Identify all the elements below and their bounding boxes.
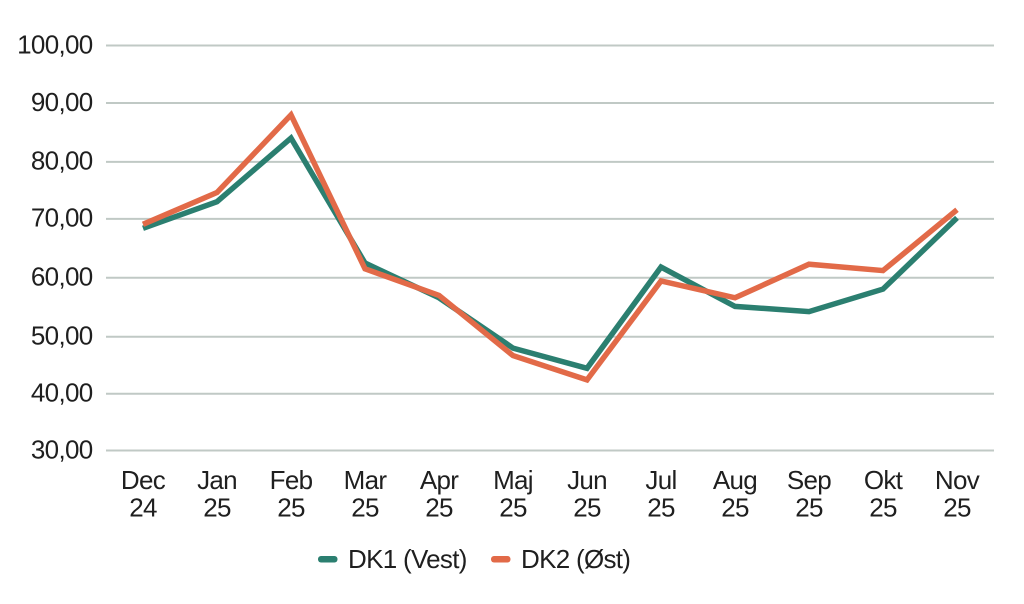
svg-text:70,00: 70,00 xyxy=(31,203,93,233)
svg-text:25: 25 xyxy=(351,493,379,523)
svg-text:24: 24 xyxy=(129,493,157,523)
svg-text:Dec: Dec xyxy=(121,465,166,495)
svg-text:30,00: 30,00 xyxy=(31,434,93,464)
svg-text:Jul: Jul xyxy=(645,465,676,495)
svg-text:Jan: Jan xyxy=(197,465,237,495)
svg-text:Sep: Sep xyxy=(787,465,831,495)
svg-text:DK2 (Øst): DK2 (Øst) xyxy=(521,544,630,574)
svg-text:80,00: 80,00 xyxy=(31,146,93,176)
svg-text:Maj: Maj xyxy=(493,465,533,495)
svg-text:DK1 (Vest): DK1 (Vest) xyxy=(348,544,467,574)
svg-text:Feb: Feb xyxy=(270,465,313,495)
svg-text:Okt: Okt xyxy=(864,465,904,495)
svg-text:50,00: 50,00 xyxy=(31,321,93,351)
svg-text:Nov: Nov xyxy=(935,465,980,495)
svg-text:25: 25 xyxy=(647,493,675,523)
svg-text:Jun: Jun xyxy=(567,465,607,495)
svg-text:25: 25 xyxy=(795,493,823,523)
svg-text:100,00: 100,00 xyxy=(17,29,93,59)
svg-text:60,00: 60,00 xyxy=(31,262,93,292)
svg-text:25: 25 xyxy=(721,493,749,523)
svg-text:25: 25 xyxy=(277,493,305,523)
svg-text:25: 25 xyxy=(573,493,601,523)
svg-text:25: 25 xyxy=(943,493,971,523)
svg-text:25: 25 xyxy=(499,493,527,523)
svg-text:25: 25 xyxy=(203,493,231,523)
svg-text:Apr: Apr xyxy=(420,465,459,495)
svg-text:25: 25 xyxy=(869,493,897,523)
svg-text:25: 25 xyxy=(425,493,453,523)
svg-text:40,00: 40,00 xyxy=(31,378,93,408)
svg-text:90,00: 90,00 xyxy=(31,87,93,117)
svg-text:Aug: Aug xyxy=(713,465,757,495)
svg-text:Mar: Mar xyxy=(344,465,388,495)
